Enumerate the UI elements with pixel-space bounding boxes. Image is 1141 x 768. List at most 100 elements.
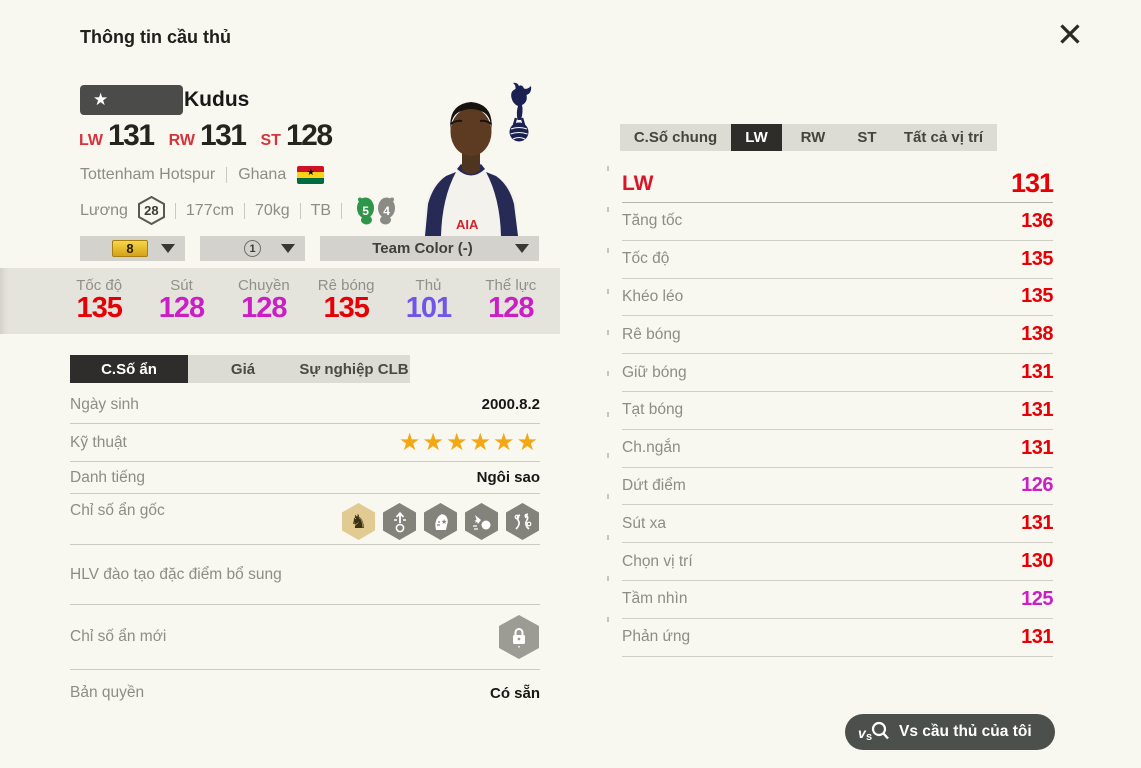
row-value: Ngôi sao bbox=[476, 469, 540, 486]
chevron-down-icon bbox=[161, 244, 175, 253]
position-tabs: C.Số chung LW RW ST Tất cả vị trí bbox=[620, 124, 997, 151]
row-label: HLV đào tạo đặc điểm bổ sung bbox=[70, 565, 282, 583]
team-color-value: Team Color (-) bbox=[372, 240, 473, 257]
quick-stat-defending: Thủ 101 bbox=[387, 268, 469, 334]
stat-label: Khéo léo bbox=[622, 287, 684, 305]
rating-rw: RW 131 bbox=[168, 119, 247, 153]
team-color-dropdown[interactable]: Team Color (-) bbox=[320, 236, 539, 261]
body-type-value: TB bbox=[310, 201, 332, 219]
grade-dropdown[interactable]: 1 bbox=[200, 236, 305, 261]
vs-magnifier-icon: v s bbox=[858, 721, 889, 743]
stat-label: Giữ bóng bbox=[622, 363, 687, 381]
weight-value: 70kg bbox=[254, 201, 290, 219]
quick-stat-value: 101 bbox=[405, 292, 452, 324]
row-label: Chỉ số ẩn mới bbox=[70, 628, 167, 645]
tab-lw[interactable]: LW bbox=[731, 124, 782, 151]
row-value: 2000.8.2 bbox=[481, 396, 540, 413]
tab-club-career[interactable]: Sự nghiệp CLB bbox=[298, 355, 410, 383]
rating-position-label: ST bbox=[260, 132, 281, 149]
rating-value: 131 bbox=[199, 119, 247, 152]
rating-position-label: LW bbox=[79, 132, 103, 149]
stat-value: 131 bbox=[1021, 361, 1053, 384]
header-star-icon: ★ bbox=[423, 502, 458, 541]
left-foot-rating: 5 bbox=[362, 203, 369, 218]
quick-stat-label: Chuyền bbox=[237, 277, 290, 294]
flag-star-icon: ★ bbox=[306, 167, 315, 177]
level-badge: 8 bbox=[112, 240, 148, 257]
row-label: Chỉ số ẩn gốc bbox=[70, 502, 165, 519]
page-title: Thông tin cầu thủ bbox=[80, 27, 231, 47]
quick-stat-label: Tốc độ bbox=[76, 277, 123, 294]
star-icon: ★ bbox=[93, 90, 109, 109]
stat-value: 131 bbox=[1021, 436, 1053, 459]
stat-label: Ch.ngắn bbox=[622, 439, 681, 457]
close-icon[interactable]: ✕ bbox=[1056, 15, 1084, 53]
tab-general-stats[interactable]: C.Số chung bbox=[620, 124, 731, 151]
quick-stat-label: Sút bbox=[170, 277, 193, 294]
detail-tabs: C.Số ẩn Giá Sự nghiệp CLB bbox=[70, 355, 410, 383]
stat-label: Tạt bóng bbox=[622, 401, 684, 419]
nation-name: Ghana bbox=[238, 166, 287, 183]
svg-text:s: s bbox=[866, 731, 872, 743]
stat-value: 136 bbox=[1021, 209, 1053, 232]
divider bbox=[299, 202, 301, 219]
stat-label: Tốc độ bbox=[622, 250, 670, 268]
quick-stat-shooting: Sút 128 bbox=[140, 268, 222, 334]
player-name: Kudus bbox=[184, 88, 250, 111]
svg-text:AIA: AIA bbox=[456, 217, 479, 232]
stat-label: Rê bóng bbox=[622, 325, 681, 343]
long-throw-icon bbox=[382, 502, 417, 541]
stat-value: 126 bbox=[1021, 474, 1053, 497]
ghana-flag-icon: ★ bbox=[297, 166, 325, 184]
rating-st: ST 128 bbox=[260, 119, 334, 153]
salary-value: 28 bbox=[144, 203, 159, 218]
tab-hidden-stats[interactable]: C.Số ẩn bbox=[70, 355, 188, 383]
stat-value: 135 bbox=[1021, 285, 1053, 308]
rating-lw: LW 131 bbox=[79, 119, 155, 153]
stat-row-positioning: Chọn vị trí 130 bbox=[622, 543, 1053, 581]
scroll-track-ticks bbox=[607, 166, 609, 658]
grade-badge: 1 bbox=[244, 240, 261, 257]
stat-label: Tăng tốc bbox=[622, 212, 683, 230]
tab-price[interactable]: Giá bbox=[188, 355, 298, 383]
tab-all-positions[interactable]: Tất cả vị trí bbox=[890, 124, 997, 151]
divider bbox=[341, 202, 343, 219]
row-fame: Danh tiếng Ngôi sao bbox=[70, 462, 540, 494]
stat-value: 131 bbox=[1021, 512, 1053, 535]
position-ratings: LW 131 RW 131 ST 128 bbox=[79, 119, 334, 153]
season-badge: ★ bbox=[80, 85, 183, 115]
quick-stat-dribbling: Rê bóng 135 bbox=[305, 268, 387, 334]
lock-hexagon-icon bbox=[498, 614, 540, 660]
level-dropdown[interactable]: 8 bbox=[80, 236, 185, 261]
row-hidden-new: Chỉ số ẩn mới bbox=[70, 605, 540, 670]
stat-value: 131 bbox=[1021, 625, 1053, 648]
svg-text:★: ★ bbox=[474, 518, 479, 525]
row-label: Ngày sinh bbox=[70, 395, 139, 413]
quick-stat-label: Thể lực bbox=[485, 277, 537, 294]
rating-position-label: RW bbox=[168, 132, 195, 149]
svg-text:v: v bbox=[858, 725, 867, 741]
stat-row-vision: Tầm nhìn 125 bbox=[622, 581, 1053, 619]
divider bbox=[243, 202, 245, 219]
stat-value: 125 bbox=[1021, 587, 1053, 610]
quick-stat-value: 128 bbox=[158, 292, 205, 324]
row-license: Bản quyền Có sẵn bbox=[70, 670, 540, 716]
right-foot-icon: 4 bbox=[377, 197, 396, 225]
quick-stat-value: 128 bbox=[488, 292, 534, 324]
horseman-gold-icon: ♞ bbox=[341, 502, 376, 541]
club-nation-row: Tottenham Hotspur Ghana ★ bbox=[80, 166, 325, 184]
stat-label: Chọn vị trí bbox=[622, 552, 693, 570]
player-photo: AIA bbox=[424, 102, 518, 236]
salary-label: Lương bbox=[80, 201, 128, 219]
stat-label: Phản ứng bbox=[622, 628, 691, 646]
stat-value: 138 bbox=[1021, 323, 1053, 346]
tab-st[interactable]: ST bbox=[844, 124, 890, 151]
vs-my-player-button[interactable]: v s Vs cầu thủ của tôi bbox=[845, 714, 1055, 750]
stat-value: 130 bbox=[1021, 550, 1053, 573]
tab-rw[interactable]: RW bbox=[782, 124, 844, 151]
stat-value: 135 bbox=[1021, 247, 1053, 270]
stat-label: Tầm nhìn bbox=[622, 590, 688, 608]
chevron-down-icon bbox=[281, 244, 295, 253]
svg-text:★: ★ bbox=[441, 518, 447, 526]
rating-value: 131 bbox=[108, 119, 155, 152]
